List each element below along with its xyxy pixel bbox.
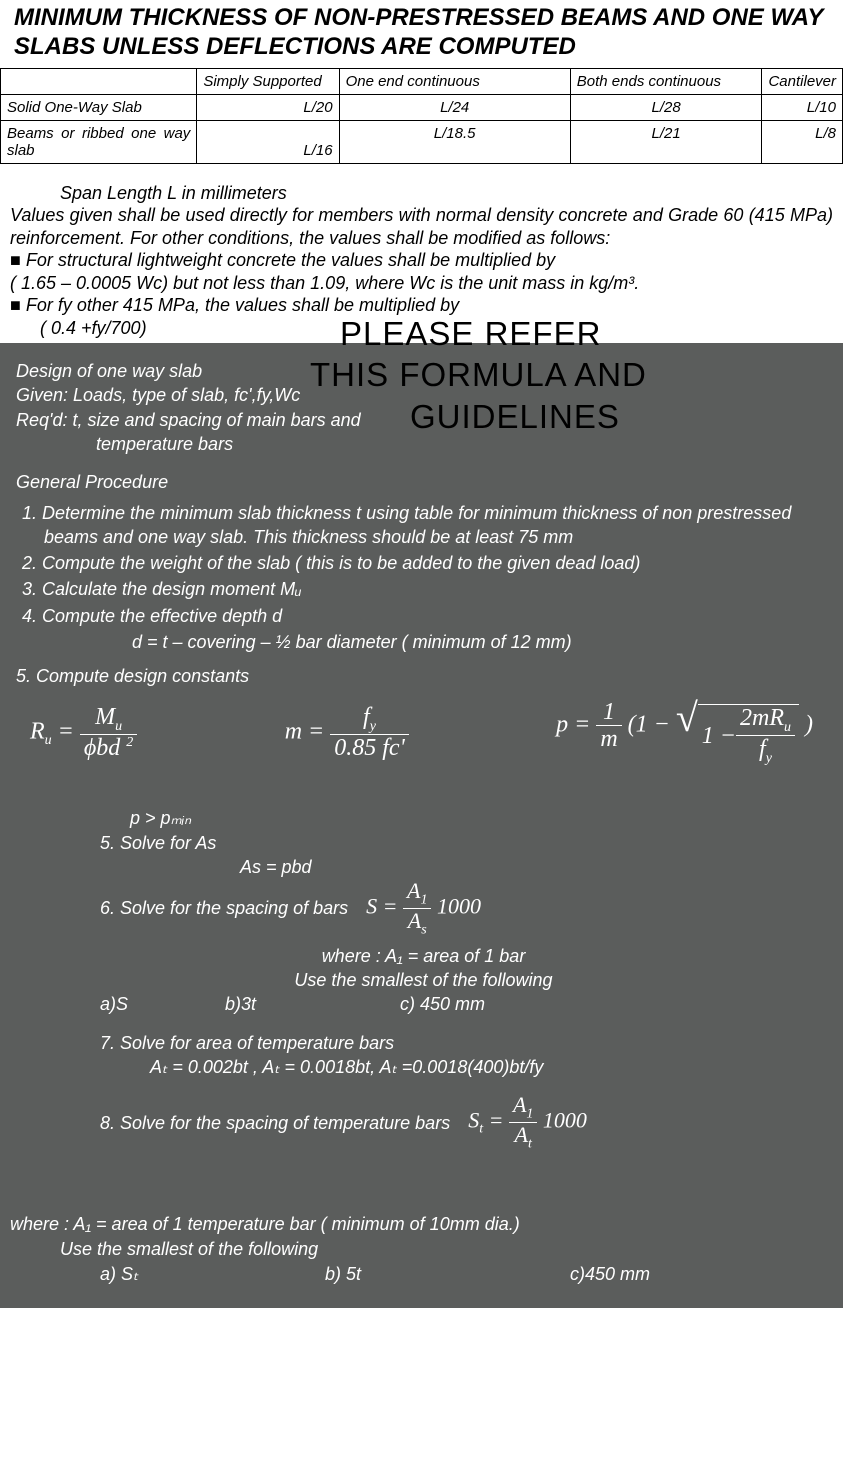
td: Beams or ribbed one way slab xyxy=(1,120,197,163)
formula-ru: Ru = Muϕbd 2 xyxy=(30,704,137,762)
formula-s: S = A1As 1000 xyxy=(366,879,481,938)
table-header-row: Simply Supported One end continuous Both… xyxy=(1,68,843,94)
th-empty xyxy=(1,68,197,94)
formula-m: m = fy0.85 fc' xyxy=(285,704,409,762)
where-a1: where : A₁ = area of 1 bar xyxy=(20,944,827,968)
bottom-opts: a) Sₜ b) 5t c)450 mm xyxy=(100,1262,833,1287)
use-smallest: Use the smallest of the following xyxy=(20,968,827,992)
step-6-line: 6. Solve for the spacing of bars S = A1A… xyxy=(100,879,827,938)
as-eq: As = pbd xyxy=(240,855,827,879)
step-2: 2. Compute the weight of the slab ( this… xyxy=(22,551,827,575)
table-row: Beams or ribbed one way slab L/16 L/18.5… xyxy=(1,120,843,163)
step-5: 5. Compute design constants xyxy=(16,664,827,688)
step-7b: Aₜ = 0.002bt , Aₜ = 0.0018bt, Aₜ =0.0018… xyxy=(150,1055,827,1079)
dark-section: PLEASE REFER THIS FORMULA AND GUIDELINES… xyxy=(0,343,843,1192)
note-p1: Values given shall be used directly for … xyxy=(10,204,833,249)
td: L/8 xyxy=(762,120,843,163)
overlay-l3: GUIDELINES xyxy=(410,396,647,437)
general-procedure-heading: General Procedure xyxy=(16,470,827,494)
step-5b: 5. Solve for As xyxy=(100,831,827,855)
step-1: 1. Determine the minimum slab thickness … xyxy=(22,501,827,550)
section-2: p > pₘᵢₙ 5. Solve for As As = pbd 6. Sol… xyxy=(0,806,843,1162)
bottom-a: a) Sₜ xyxy=(100,1262,320,1287)
step-6: 6. Solve for the spacing of bars xyxy=(100,896,348,920)
span-note: Span Length L in millimeters xyxy=(60,182,833,205)
opt-a: a)S xyxy=(100,992,220,1016)
step-4: 4. Compute the effective depth d xyxy=(22,604,827,628)
opt-b: b)3t xyxy=(225,992,395,1016)
formula-row: Ru = Muϕbd 2 m = fy0.85 fc' p = 1m (1 − … xyxy=(0,699,843,779)
td: L/28 xyxy=(570,94,762,120)
bottom-section: where : A₁ = area of 1 temperature bar (… xyxy=(0,1192,843,1308)
note-b1b: ( 1.65 – 0.0005 Wc) but not less than 1.… xyxy=(10,272,833,295)
step-8-line: 8. Solve for the spacing of temperature … xyxy=(100,1093,827,1152)
td: L/20 xyxy=(197,94,339,120)
formula-p: p = 1m (1 − √ 1 − 2mRufy ) xyxy=(556,699,813,767)
td: Solid One-Way Slab xyxy=(1,94,197,120)
bottom-where: where : A₁ = area of 1 temperature bar (… xyxy=(10,1212,833,1237)
step-4b: d = t – covering – ½ bar diameter ( mini… xyxy=(132,630,827,654)
bottom-b: b) 5t xyxy=(325,1262,565,1287)
note-b1-text: For structural lightweight concrete the … xyxy=(26,250,555,270)
page-title: MINIMUM THICKNESS OF NON-PRESTRESSED BEA… xyxy=(0,0,843,68)
step-3: 3. Calculate the design moment Mᵤ xyxy=(22,577,827,601)
thickness-table: Simply Supported One end continuous Both… xyxy=(0,68,843,164)
table-row: Solid One-Way Slab L/20 L/24 L/28 L/10 xyxy=(1,94,843,120)
note-b2-text: For fy other 415 MPa, the values shall b… xyxy=(26,295,459,315)
th-one-end: One end continuous xyxy=(339,68,570,94)
step-8: 8. Solve for the spacing of temperature … xyxy=(100,1111,450,1135)
th-simply: Simply Supported xyxy=(197,68,339,94)
overlay-l2: THIS FORMULA AND xyxy=(310,354,647,395)
td: L/18.5 xyxy=(339,120,570,163)
td: L/24 xyxy=(339,94,570,120)
th-cantilever: Cantilever xyxy=(762,68,843,94)
td: L/21 xyxy=(570,120,762,163)
procedure-list: 1. Determine the minimum slab thickness … xyxy=(22,501,827,655)
overlay-text: PLEASE REFER THIS FORMULA AND GUIDELINES xyxy=(340,313,647,437)
formula-st: St = A1At 1000 xyxy=(468,1093,587,1152)
bottom-use: Use the smallest of the following xyxy=(60,1237,833,1262)
td: L/16 xyxy=(197,120,339,163)
th-both-ends: Both ends continuous xyxy=(570,68,762,94)
td: L/10 xyxy=(762,94,843,120)
step-7: 7. Solve for area of temperature bars xyxy=(100,1031,827,1055)
note-b1: ■ For structural lightweight concrete th… xyxy=(10,249,833,272)
bottom-c: c)450 mm xyxy=(570,1264,650,1284)
overlay-l1: PLEASE REFER xyxy=(340,313,647,354)
p-min: p > pₘᵢₙ xyxy=(130,806,827,830)
options-row: a)S b)3t c) 450 mm xyxy=(100,992,827,1016)
opt-c: c) 450 mm xyxy=(400,994,485,1014)
